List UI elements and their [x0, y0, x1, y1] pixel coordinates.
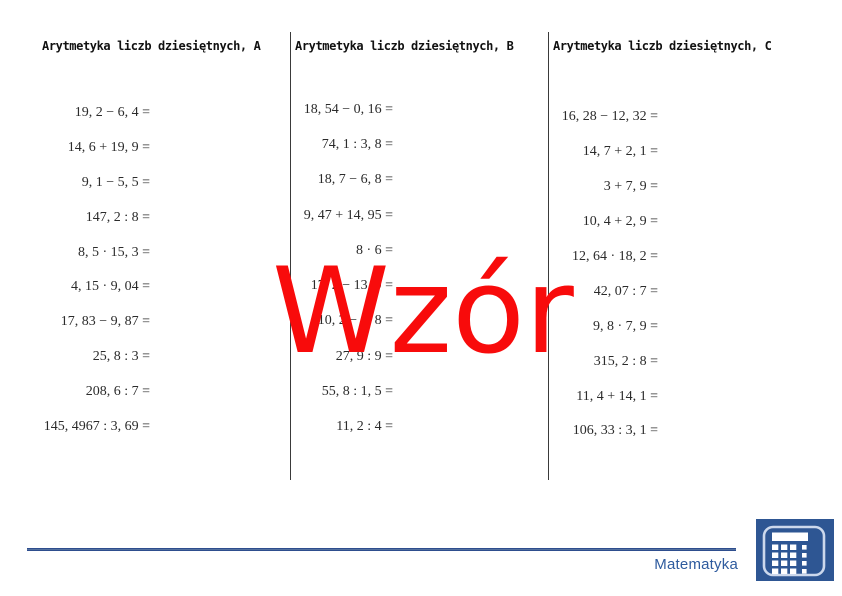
column-c-problems: 16, 28 − 12, 32 = 14, 7 + 2, 1 = 3 + 7, …: [518, 100, 658, 449]
watermark-wzor: Wzór: [272, 243, 574, 381]
math-problem: 14, 6 + 19, 9 =: [67, 140, 150, 156]
calculator-icon: [756, 519, 834, 581]
column-divider-ab: [290, 32, 291, 480]
column-b-title: Arytmetyka liczb dziesiętnych, B: [295, 39, 514, 53]
math-problem: 12, 64 · 18, 2 =: [571, 249, 658, 264]
math-problem: 106, 33 : 3, 1 =: [572, 423, 658, 439]
math-problem: 9, 1 − 5, 5 =: [81, 174, 150, 190]
math-problem: 42, 07 : 7 =: [593, 283, 658, 299]
math-problem: 4, 15 · 9, 04 =: [70, 279, 150, 295]
math-problem: 8 · 6 =: [355, 242, 393, 258]
math-problem: 25, 8 : 3 =: [92, 348, 150, 364]
column-a-title: Arytmetyka liczb dziesiętnych, A: [42, 39, 261, 53]
footer-divider-line: [27, 548, 736, 551]
math-problem: 145, 4967 : 3, 69 =: [43, 418, 150, 434]
math-problem: 16, 28 − 12, 32 =: [561, 109, 658, 125]
column-c-title: Arytmetyka liczb dziesiętnych, C: [553, 39, 772, 53]
column-a-problems: 19, 2 − 6, 4 = 14, 6 + 19, 9 = 9, 1 − 5,…: [10, 96, 150, 444]
brand-label: Matematyka: [654, 556, 738, 573]
math-problem: 14, 7 + 2, 1 =: [582, 144, 658, 160]
math-problem: 17, 83 − 9, 87 =: [60, 314, 150, 330]
math-problem: 11, 2 : 4 =: [336, 419, 393, 435]
column-divider-bc: [548, 32, 549, 480]
math-problem: 9, 47 + 14, 95 =: [303, 207, 393, 223]
math-problem: 9, 8 · 7, 9 =: [592, 318, 658, 334]
math-problem: 10, 4 + 2, 9 =: [582, 214, 658, 230]
math-problem: 19, 2 − 6, 4 =: [74, 105, 150, 121]
math-problem: 8, 5 · 15, 3 =: [77, 244, 150, 260]
math-problem: 55, 8 : 1, 5 =: [321, 384, 393, 400]
math-problem: 18, 54 − 0, 16 =: [303, 101, 393, 117]
math-problem: 208, 6 : 7 =: [85, 383, 150, 399]
math-problem: 17, 2 − 13, 9 =: [310, 278, 393, 294]
math-problem: 11, 4 + 14, 1 =: [576, 388, 658, 404]
column-b-problems: 18, 54 − 0, 16 = 74, 1 : 3, 8 = 18, 7 − …: [253, 92, 393, 445]
math-problem: 147, 2 : 8 =: [85, 209, 150, 225]
math-problem: 315, 2 : 8 =: [593, 353, 658, 369]
math-problem: 27, 9 : 9 =: [335, 348, 393, 364]
math-problem: 74, 1 : 3, 8 =: [321, 136, 393, 152]
math-problem: 3 + 7, 9 =: [603, 179, 658, 195]
math-problem: 10, 2 − 3, 8 =: [317, 313, 393, 329]
math-problem: 18, 7 − 6, 8 =: [317, 172, 393, 188]
